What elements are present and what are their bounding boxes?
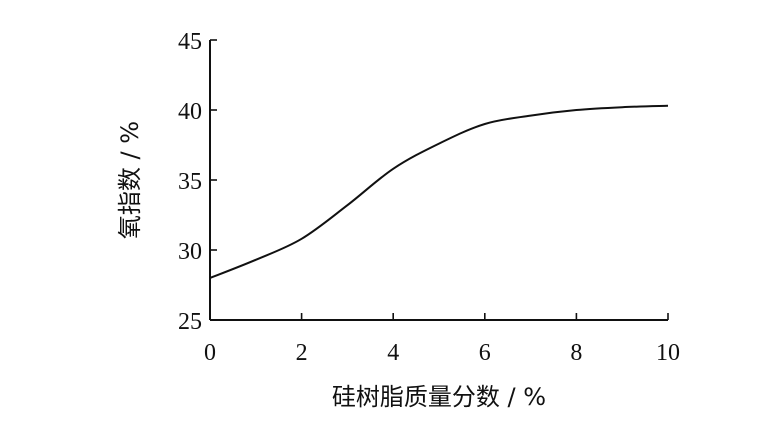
x-tick-label: 4 (387, 340, 399, 366)
y-axis-title: 氧指数 / % (116, 121, 144, 239)
y-tick-label: 30 (178, 239, 202, 265)
x-tick-label: 8 (570, 340, 582, 366)
x-tick-label: 2 (296, 340, 308, 366)
y-tick-label: 35 (178, 169, 202, 195)
series-line (209, 104, 669, 279)
x-tick-label: 10 (656, 340, 680, 366)
x-tick-label: 6 (479, 340, 491, 366)
y-tick-label: 25 (178, 309, 202, 335)
y-tick-label: 40 (178, 99, 202, 125)
y-tick-label: 45 (178, 29, 202, 55)
x-tick-label: 0 (204, 340, 216, 366)
x-ticks: 0 2 4 6 8 10 (204, 313, 680, 366)
y-ticks: 25 30 35 40 45 (178, 29, 217, 335)
x-axis-title: 硅树脂质量分数 / % (332, 383, 546, 411)
